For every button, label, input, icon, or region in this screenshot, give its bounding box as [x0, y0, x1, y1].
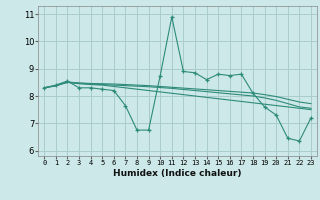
X-axis label: Humidex (Indice chaleur): Humidex (Indice chaleur) [113, 169, 242, 178]
